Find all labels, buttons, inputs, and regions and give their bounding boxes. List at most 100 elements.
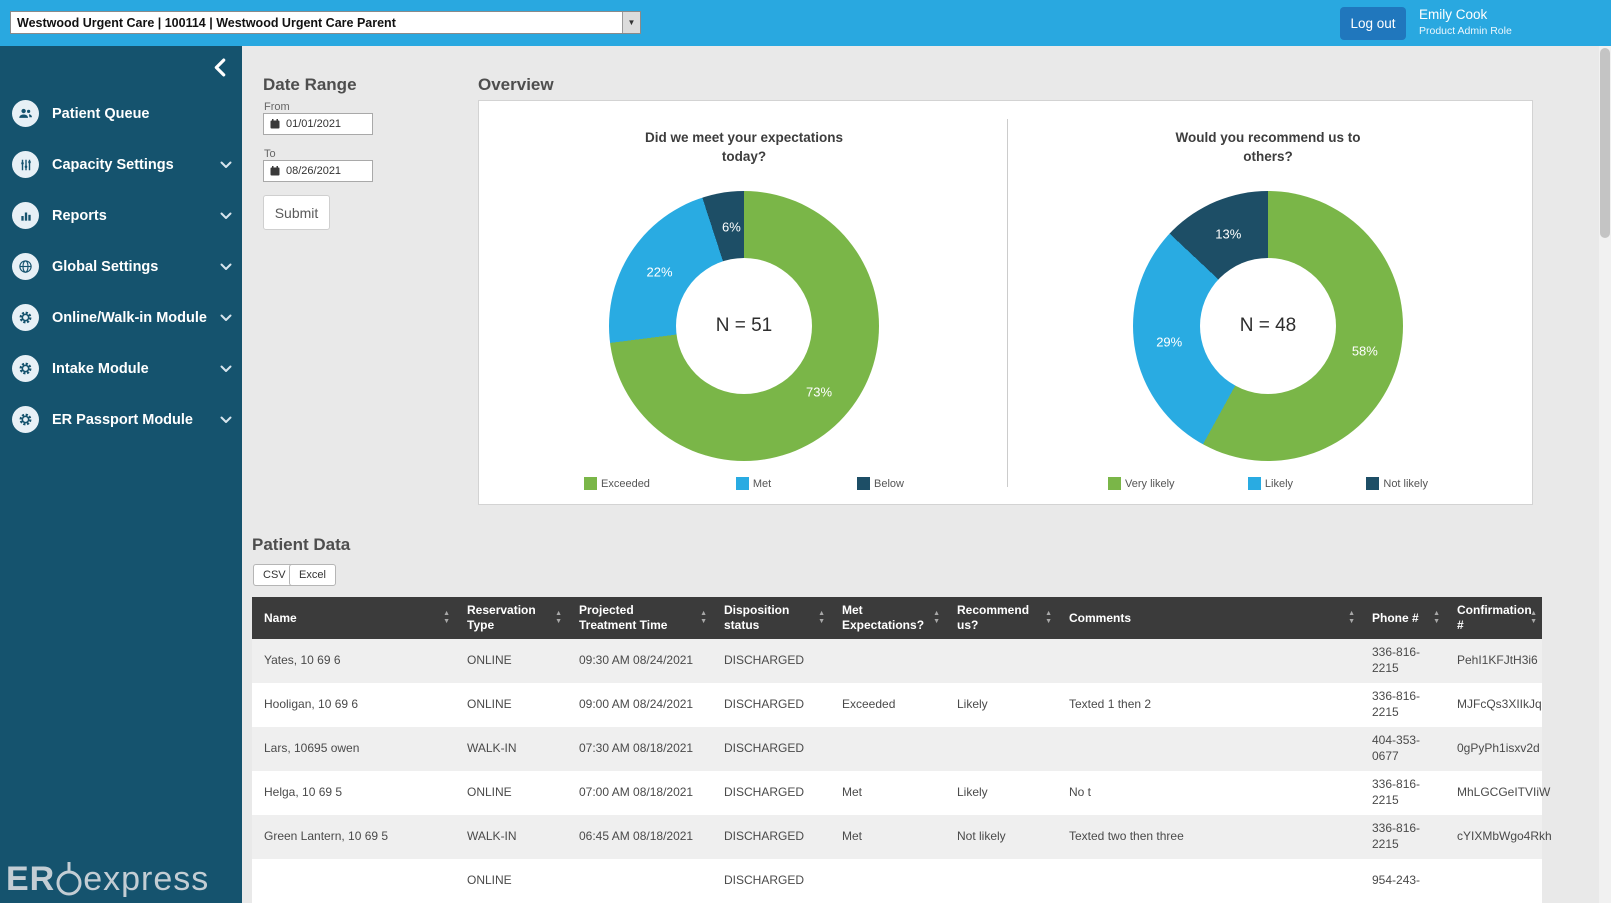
sidebar-item-label: Reports [52, 207, 107, 224]
cell-phone: 336-816-2215 [1372, 821, 1421, 851]
csv-button[interactable]: CSV [253, 564, 296, 586]
sidebar-item-label: Online/Walk-in Module [52, 309, 207, 326]
cell-confirmation [1445, 859, 1542, 903]
slice-label: 73% [805, 384, 833, 400]
column-header-label: Name [264, 610, 297, 625]
cell-projected-time: 09:30 AM 08/24/2021 [579, 653, 694, 668]
legend-item[interactable]: Met [735, 477, 772, 490]
dropdown-arrow-icon: ▼ [622, 12, 640, 33]
submit-button[interactable]: Submit [263, 195, 330, 230]
users-icon [12, 100, 39, 127]
bar-chart-icon [12, 202, 39, 229]
cell-phone: 336-816-2215 [1372, 689, 1421, 719]
sort-icon[interactable]: ▲ ▼ [555, 609, 562, 625]
excel-button[interactable]: Excel [289, 564, 336, 586]
chevron-down-icon [220, 161, 232, 169]
sidebar-item-online-walk-in-module[interactable]: Online/Walk-in Module [0, 292, 242, 343]
cell-recommend [945, 639, 1057, 683]
sidebar-item-label: Intake Module [52, 360, 149, 377]
sort-icon[interactable]: ▲ ▼ [1530, 609, 1537, 625]
donut-chart-recommend: Would you recommend us to others? N = 48… [1108, 130, 1428, 490]
logout-button[interactable]: Log out [1340, 7, 1406, 40]
sidebar-item-intake-module[interactable]: Intake Module [0, 343, 242, 394]
donut-chart-expectations: Did we meet your expectations today? N =… [584, 130, 904, 490]
sort-icon[interactable]: ▲ ▼ [700, 609, 707, 625]
sidebar-item-label: Patient Queue [52, 105, 150, 122]
cell-phone: 404-353-0677 [1372, 733, 1421, 763]
donut-chart: N = 48 58% 29% 13% [1133, 191, 1403, 461]
clinic-selector-value: Westwood Urgent Care | 100114 | Westwood… [17, 15, 396, 30]
sort-icon[interactable]: ▲ ▼ [1045, 609, 1052, 625]
legend-item[interactable]: Not likely [1366, 477, 1428, 490]
cell-met-expectations [830, 859, 945, 903]
column-header-comments[interactable]: Comments ▲ ▼ [1057, 597, 1360, 639]
legend-swatch [584, 477, 597, 490]
cell-projected-time: 06:45 AM 08/18/2021 [579, 829, 694, 844]
user-name: Emily Cook [1419, 7, 1488, 22]
clinic-selector[interactable]: Westwood Urgent Care | 100114 | Westwood… [10, 11, 641, 34]
to-date-value: 08/26/2021 [286, 165, 342, 177]
slice-label: 58% [1351, 343, 1378, 359]
sidebar-item-er-passport-module[interactable]: ER Passport Module [0, 394, 242, 445]
sidebar-item-label: Capacity Settings [52, 156, 174, 173]
cell-name: Lars, 10695 owen [264, 741, 360, 756]
legend-item[interactable]: Very likely [1108, 477, 1175, 490]
overview-title: Overview [478, 75, 554, 94]
to-date-input[interactable]: 08/26/2021 [263, 160, 373, 182]
sort-icon[interactable]: ▲ ▼ [1348, 609, 1355, 625]
column-header-recommend-us[interactable]: Recommend us? ▲ ▼ [945, 597, 1057, 639]
table-row: Yates, 10 69 6 ONLINE 09:30 AM 08/24/2021 D… [252, 639, 1542, 683]
chevron-down-icon [220, 212, 232, 220]
legend-label: Met [752, 477, 772, 490]
patient-table-body: Yates, 10 69 6 ONLINE 09:30 AM 08/24/2021 D… [252, 639, 1552, 903]
sort-icon[interactable]: ▲ ▼ [933, 609, 940, 625]
app-header: Westwood Urgent Care | 100114 | Westwood… [0, 0, 1611, 46]
chevron-down-icon [220, 263, 232, 271]
legend-swatch [1366, 477, 1380, 490]
column-header-confirmation[interactable]: Confirmation # ▲ ▼ [1445, 597, 1542, 639]
slice-label: 13% [1215, 226, 1242, 242]
legend-swatch [735, 477, 749, 490]
scrollbar[interactable] [1599, 46, 1611, 903]
column-header-projected-treatment-time[interactable]: Projected Treatment Time ▲ ▼ [567, 597, 712, 639]
scrollbar-thumb[interactable] [1600, 48, 1610, 238]
cell-confirmation: MhLGCGeITVIiW [1457, 785, 1551, 800]
cell-projected-time: 09:00 AM 08/24/2021 [579, 697, 694, 712]
column-header-name[interactable]: Name ▲ ▼ [252, 597, 455, 639]
sidebar-item-capacity-settings[interactable]: Capacity Settings [0, 139, 242, 190]
cell-met-expectations: Met [842, 829, 863, 844]
legend-item[interactable]: Likely [1247, 477, 1293, 490]
donut-center-label: N = 48 [1239, 315, 1297, 336]
column-header-phone[interactable]: Phone # ▲ ▼ [1360, 597, 1445, 639]
gear-icon [12, 406, 39, 433]
legend-item[interactable]: Exceeded [584, 477, 650, 490]
cell-disposition: DISCHARGED [724, 741, 805, 756]
chart-legend: Exceeded Met Below [584, 477, 904, 490]
legend-item[interactable]: Below [857, 477, 904, 490]
chevron-down-icon [220, 365, 232, 373]
sort-icon[interactable]: ▲ ▼ [443, 609, 450, 625]
calendar-icon [269, 118, 281, 130]
from-date-input[interactable]: 01/01/2021 [263, 113, 373, 135]
patient-data-title: Patient Data [252, 535, 351, 554]
sidebar-item-global-settings[interactable]: Global Settings [0, 241, 242, 292]
sidebar: Patient Queue Capacity Settings Reports Glo… [0, 46, 242, 903]
column-header-disposition-status[interactable]: Disposition status ▲ ▼ [712, 597, 830, 639]
sort-icon[interactable]: ▲ ▼ [818, 609, 825, 625]
column-header-label: Met Expectations? [842, 603, 925, 632]
cell-recommend [945, 727, 1057, 771]
sidebar-item-patient-queue[interactable]: Patient Queue [0, 88, 242, 139]
legend-label: Not likely [1383, 477, 1428, 490]
column-header-met-expectations[interactable]: Met Expectations? ▲ ▼ [830, 597, 945, 639]
column-header-label: Comments [1069, 610, 1132, 625]
sidebar-item-reports[interactable]: Reports [0, 190, 242, 241]
cell-disposition: DISCHARGED [724, 873, 805, 888]
brand-logo: ER express [6, 859, 209, 899]
column-header-label: Phone # [1372, 610, 1419, 625]
slice-label: 6% [722, 219, 741, 235]
column-header-label: Reservation Type [467, 603, 536, 632]
collapse-sidebar-button[interactable] [213, 58, 226, 82]
sort-icon[interactable]: ▲ ▼ [1433, 609, 1440, 625]
main-content: Date Range From 01/01/2021 To 08/26/2021… [242, 46, 1599, 903]
column-header-reservation-type[interactable]: Reservation Type ▲ ▼ [455, 597, 567, 639]
